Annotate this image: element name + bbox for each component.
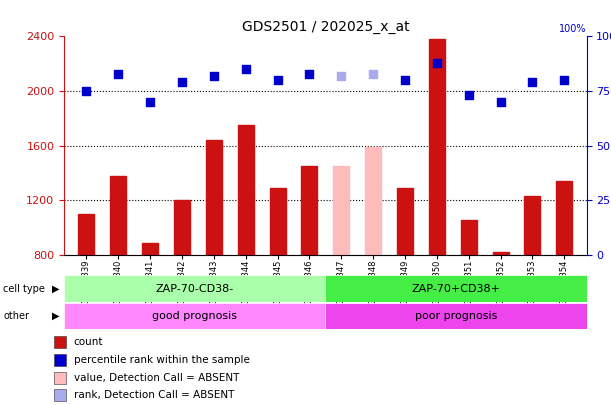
Point — [145, 99, 155, 105]
Title: GDS2501 / 202025_x_at: GDS2501 / 202025_x_at — [241, 20, 409, 34]
Text: GSM99351: GSM99351 — [464, 259, 473, 305]
Text: 100%: 100% — [559, 24, 587, 34]
Text: GSM99352: GSM99352 — [496, 259, 505, 305]
Bar — [301, 166, 317, 364]
Bar — [54, 390, 67, 401]
Bar — [78, 214, 95, 364]
Bar — [142, 243, 158, 364]
Text: ZAP-70+CD38+: ZAP-70+CD38+ — [411, 284, 500, 294]
Text: GSM99348: GSM99348 — [368, 259, 378, 305]
Point — [560, 77, 569, 83]
Text: GSM99347: GSM99347 — [337, 259, 346, 305]
Bar — [64, 303, 325, 329]
Text: percentile rank within the sample: percentile rank within the sample — [74, 355, 249, 365]
Text: GSM99346: GSM99346 — [305, 259, 314, 305]
Bar — [365, 147, 381, 364]
Text: GSM99339: GSM99339 — [82, 259, 91, 305]
Bar — [111, 176, 126, 364]
Bar — [492, 252, 508, 364]
Point — [527, 79, 537, 85]
Text: GSM99353: GSM99353 — [528, 259, 537, 305]
Text: GSM99344: GSM99344 — [241, 259, 251, 305]
Text: GSM99345: GSM99345 — [273, 259, 282, 305]
Bar — [325, 275, 587, 302]
Bar — [461, 220, 477, 364]
Bar — [54, 336, 67, 348]
Point — [177, 79, 187, 85]
Point — [400, 77, 410, 83]
Bar — [206, 140, 222, 364]
Point — [368, 70, 378, 77]
Point — [241, 66, 251, 72]
Text: ZAP-70-CD38-: ZAP-70-CD38- — [156, 284, 234, 294]
Point — [81, 88, 91, 94]
Bar — [334, 166, 349, 364]
Point — [496, 99, 505, 105]
Point — [304, 70, 314, 77]
Point — [114, 70, 123, 77]
Text: ▶: ▶ — [52, 311, 59, 321]
Point — [464, 92, 474, 99]
Bar — [325, 303, 587, 329]
Text: GSM99341: GSM99341 — [145, 259, 155, 305]
Bar — [524, 196, 540, 364]
Point — [337, 72, 346, 79]
Text: count: count — [74, 337, 103, 347]
Bar — [238, 125, 254, 364]
Text: rank, Detection Call = ABSENT: rank, Detection Call = ABSENT — [74, 390, 234, 401]
Text: GSM99343: GSM99343 — [210, 259, 218, 305]
Text: ▶: ▶ — [52, 284, 59, 294]
Bar — [397, 188, 413, 364]
Point — [209, 72, 219, 79]
Text: good prognosis: good prognosis — [152, 311, 237, 321]
Text: GSM99350: GSM99350 — [433, 259, 441, 305]
Text: other: other — [3, 311, 29, 321]
Text: GSM99354: GSM99354 — [560, 259, 569, 305]
Bar — [174, 200, 190, 364]
Text: value, Detection Call = ABSENT: value, Detection Call = ABSENT — [74, 373, 239, 383]
Bar — [269, 188, 285, 364]
Text: poor prognosis: poor prognosis — [415, 311, 497, 321]
Text: cell type: cell type — [3, 284, 45, 294]
Bar — [64, 275, 325, 302]
Text: GSM99349: GSM99349 — [400, 259, 409, 305]
Point — [273, 77, 282, 83]
Point — [432, 60, 442, 66]
Bar — [54, 372, 67, 384]
Bar — [54, 354, 67, 366]
Text: GSM99340: GSM99340 — [114, 259, 123, 305]
Text: GSM99342: GSM99342 — [178, 259, 186, 305]
Bar — [429, 39, 445, 365]
Bar — [556, 181, 573, 364]
